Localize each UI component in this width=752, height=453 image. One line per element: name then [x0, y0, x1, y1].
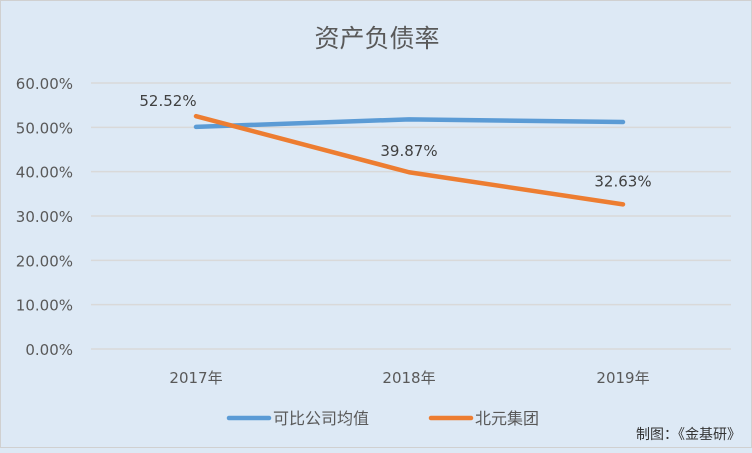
y-tick-label: 60.00% — [16, 75, 73, 93]
data-label: 32.63% — [594, 172, 651, 190]
y-tick-label: 20.00% — [16, 252, 73, 270]
series-line-1 — [196, 119, 623, 127]
x-tick-label: 2019年 — [596, 369, 649, 387]
y-tick-label: 10.00% — [16, 297, 73, 315]
x-tick-label: 2018年 — [382, 369, 435, 387]
y-tick-label: 50.00% — [16, 119, 73, 137]
series-line-2 — [196, 116, 623, 204]
y-tick-label: 0.00% — [25, 341, 73, 359]
credit-text: 制图：《金基研》 — [636, 426, 741, 443]
data-label: 39.87% — [380, 142, 437, 160]
y-tick-label: 30.00% — [16, 208, 73, 226]
x-tick-label: 2017年 — [169, 369, 222, 387]
y-tick-label: 40.00% — [16, 164, 73, 182]
legend-label: 北元集团 — [475, 409, 539, 428]
legend-label: 可比公司均值 — [273, 409, 369, 428]
chart-title: 资产负债率 — [314, 24, 439, 53]
data-label: 52.52% — [139, 92, 196, 110]
